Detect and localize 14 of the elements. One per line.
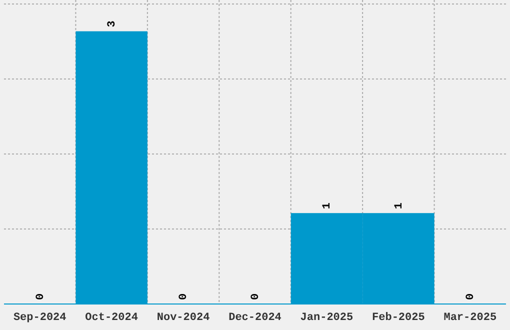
data-label: 0 — [250, 293, 262, 300]
x-tick-label: Nov-2024 — [156, 312, 210, 324]
x-tick-label: Dec-2024 — [228, 312, 282, 324]
x-tick-label: Feb-2025 — [372, 312, 426, 324]
data-label: 0 — [178, 293, 190, 300]
data-label: 3 — [106, 20, 118, 28]
data-label: 0 — [34, 293, 47, 300]
data-label: 0 — [465, 293, 478, 300]
x-tick-label: Oct-2024 — [85, 312, 138, 324]
x-tick-label: Jan-2025 — [300, 312, 354, 324]
data-label: 1 — [322, 202, 334, 210]
data-label: 1 — [393, 202, 406, 210]
x-tick-label: Sep-2024 — [13, 312, 67, 324]
x-tick-label: Mar-2025 — [444, 312, 497, 324]
